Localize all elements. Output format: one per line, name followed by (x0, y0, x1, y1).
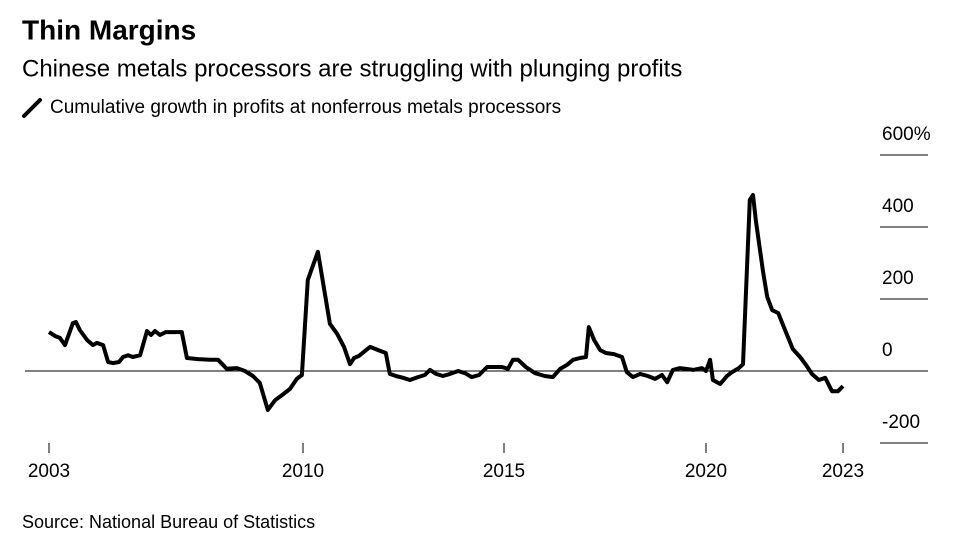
legend-swatch (22, 98, 42, 118)
y-tick-label: 400 (882, 196, 914, 217)
y-tick-label: 200 (882, 268, 914, 289)
series-line (47, 193, 845, 412)
chart-subtitle: Chinese metals processors are struggling… (22, 55, 682, 82)
x-tick-label: 2023 (822, 461, 864, 482)
legend-label: Cumulative growth in profits at nonferro… (50, 97, 561, 118)
x-tick-label: 2020 (685, 461, 727, 482)
x-tick-label: 2003 (28, 461, 70, 482)
y-tick-label: 600% (882, 124, 931, 145)
y-tick-label: -200 (882, 412, 920, 433)
source: Source: National Bureau of Statistics (22, 512, 315, 532)
y-tick-label: 0 (882, 340, 893, 361)
x-tick-label: 2015 (483, 461, 525, 482)
x-tick-label: 2010 (282, 461, 324, 482)
chart-title: Thin Margins (22, 14, 196, 45)
